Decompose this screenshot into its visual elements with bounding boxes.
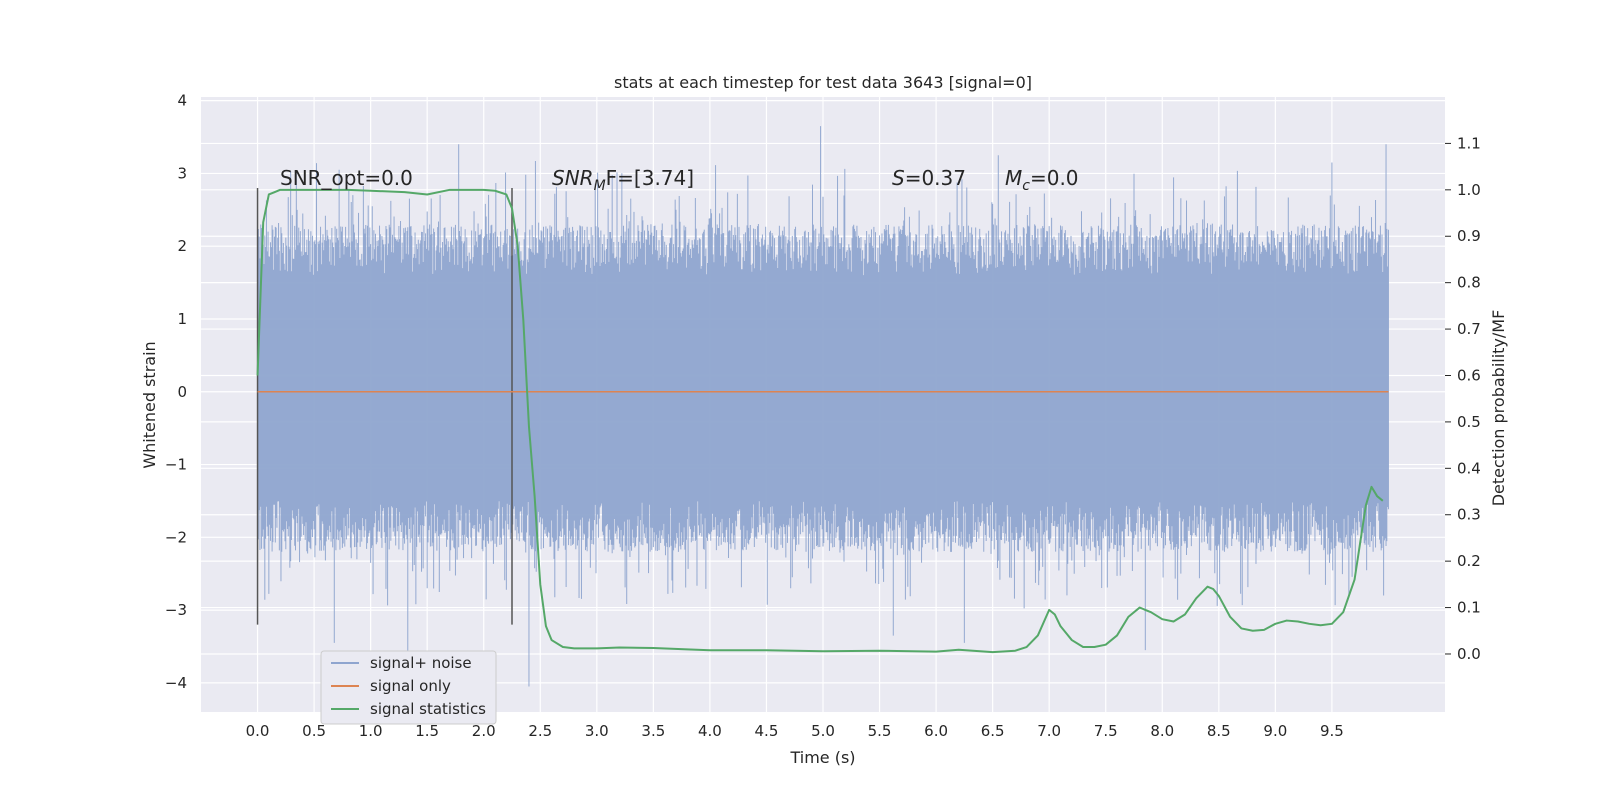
annotation-snr-opt: SNR_opt=0.0 [280, 166, 413, 190]
legend: signal+ noise signal only signal statist… [320, 650, 497, 725]
x-tick-label: 9.5 [1320, 722, 1344, 740]
y-right-tick-labels: 1.1 1.0 0.9 0.8 0.7 0.6 0.5 0.4 0.3 0.2 0.1 0.0 [1445, 134, 1481, 663]
x-tick-label: 0.0 [246, 722, 270, 740]
y-right-tick-label: 1.1 [1457, 134, 1481, 152]
y-right-tick-label: 0.7 [1457, 320, 1481, 338]
x-tick-label: 4.0 [698, 722, 722, 740]
mc-sub: c [1022, 178, 1030, 194]
x-tick-label: 5.5 [868, 722, 892, 740]
snr-mf-rest: F=[3.74] [606, 166, 694, 190]
y-right-tick-label: 0.5 [1457, 413, 1481, 431]
y-left-tick-label: 2 [177, 237, 187, 255]
y-right-tick-label: 0.2 [1457, 552, 1481, 570]
y-right-tick-label: 1.0 [1457, 181, 1481, 199]
legend-label-signal-statistics: signal statistics [370, 700, 486, 718]
x-tick-label: 7.0 [1037, 722, 1061, 740]
legend-label-signal-noise: signal+ noise [370, 654, 472, 672]
mc-label: M [1005, 166, 1022, 190]
annotation-s: S=0.37 [892, 166, 966, 190]
y-right-tick-label: 0.6 [1457, 366, 1481, 384]
y-left-tick-label: 1 [177, 310, 187, 328]
s-label: S [892, 166, 905, 190]
y-left-tick-label: −3 [165, 601, 187, 619]
y-right-tick-label: 0.3 [1457, 506, 1481, 524]
y-left-tick-label: −1 [165, 456, 187, 474]
x-axis-label: Time (s) [789, 748, 855, 767]
x-tick-label: 9.0 [1263, 722, 1287, 740]
x-tick-label: 8.0 [1150, 722, 1174, 740]
legend-box [320, 650, 497, 725]
chart-title: stats at each timestep for test data 364… [614, 73, 1032, 92]
legend-label-signal-only: signal only [370, 677, 451, 695]
y-right-tick-label: 0.9 [1457, 227, 1481, 245]
y-left-tick-label: −2 [165, 528, 187, 546]
x-tick-label: 3.0 [585, 722, 609, 740]
signal-statistics-line [256, 188, 1384, 654]
mc-value: =0.0 [1030, 166, 1079, 190]
window-markers [256, 187, 513, 625]
y-left-tick-label: −4 [165, 674, 187, 692]
y-right-tick-label: 0.8 [1457, 274, 1481, 292]
x-tick-label: 2.5 [528, 722, 552, 740]
x-tick-labels: 0.0 0.5 1.0 1.5 2.0 2.5 3.0 3.5 4.0 4.5 5.0 5.5 6.0 6… [246, 722, 1344, 740]
x-tick-label: 8.5 [1207, 722, 1231, 740]
annotation-mc: Mc=0.0 [1005, 166, 1079, 194]
x-tick-label: 2.0 [472, 722, 496, 740]
x-tick-label: 6.5 [981, 722, 1005, 740]
y-left-axis-label: Whitened strain [140, 341, 159, 468]
x-tick-label: 5.0 [811, 722, 835, 740]
snr-mf-sub: M [594, 178, 606, 194]
x-tick-label: 6.0 [924, 722, 948, 740]
annotation-snr-mf: SNRMF=[3.74] [552, 166, 694, 194]
y-right-tick-label: 0.4 [1457, 459, 1481, 477]
x-tick-label: 0.5 [302, 722, 326, 740]
y-left-tick-label: 0 [177, 383, 187, 401]
snr-mf-main: SNR [552, 166, 594, 190]
x-tick-label: 3.5 [641, 722, 665, 740]
y-right-tick-label: 0.0 [1457, 645, 1481, 663]
y-right-tick-label: 0.1 [1457, 599, 1481, 617]
y-left-tick-label: 3 [177, 164, 187, 182]
x-tick-label: 1.0 [359, 722, 383, 740]
s-value: =0.37 [905, 166, 966, 190]
y-left-tick-label: 4 [177, 92, 187, 110]
x-tick-label: 7.5 [1094, 722, 1118, 740]
y-right-axis-label: Detection probability/MF [1489, 310, 1508, 507]
y-left-tick-labels: 4 3 2 1 0 −1 −2 −3 −4 [165, 92, 187, 692]
x-tick-label: 1.5 [415, 722, 439, 740]
series-signal-statistics [256, 188, 1384, 654]
x-tick-label: 4.5 [755, 722, 779, 740]
